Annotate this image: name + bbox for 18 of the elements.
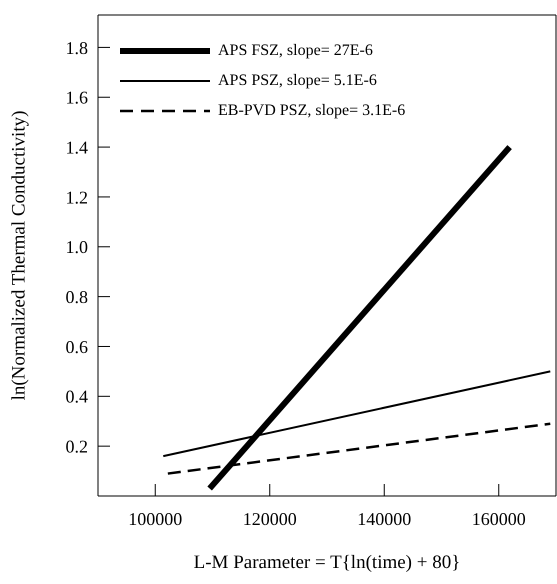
- legend-label: APS FSZ, slope= 27E-6: [218, 42, 373, 60]
- x-tick-label: 100000: [128, 508, 182, 529]
- legend-label: APS PSZ, slope= 5.1E-6: [218, 72, 377, 90]
- x-axis-title: L-M Parameter = T{ln(time) + 80}: [194, 552, 460, 573]
- y-tick-label: 0.6: [66, 336, 88, 357]
- y-axis-title: ln(Normalized Thermal Conductivity): [8, 110, 30, 400]
- x-tick-label: 120000: [242, 508, 297, 529]
- y-tick-label: 1.6: [66, 88, 88, 108]
- x-tick-label: 140000: [357, 508, 412, 529]
- y-tick-label: 0.2: [66, 436, 88, 457]
- y-tick-label: 1.8: [66, 38, 88, 58]
- y-tick-label: 0.8: [66, 287, 88, 308]
- y-tick-label: 1.2: [66, 187, 88, 208]
- x-tick-label: 160000: [472, 508, 526, 529]
- y-tick-label: 1.0: [66, 237, 88, 258]
- y-tick-label: 0.4: [66, 386, 88, 407]
- legend-label: EB-PVD PSZ, slope= 3.1E-6: [218, 102, 406, 120]
- y-tick-label: 1.4: [66, 137, 88, 158]
